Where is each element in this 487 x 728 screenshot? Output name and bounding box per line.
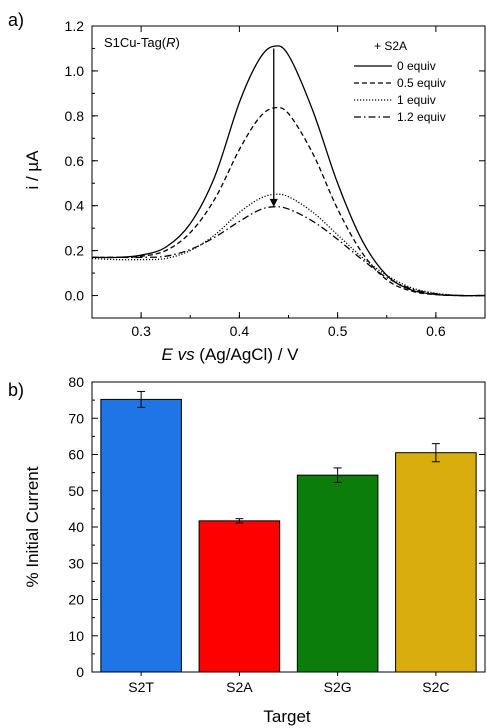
legend-label: 0.5 equiv xyxy=(397,76,446,90)
x-tick-label: S2T xyxy=(128,679,154,695)
y-tick-label: 40 xyxy=(68,519,84,535)
panel-a-x-axis-title: E vs (Ag/AgCl) / V xyxy=(161,345,299,364)
y-tick-label: 0.2 xyxy=(65,243,85,259)
panel-b-x-axis: S2T S2A S2G S2C xyxy=(128,672,449,695)
bar-S2C xyxy=(395,452,477,673)
y-tick-label: 0.6 xyxy=(65,153,85,169)
panel-b-y-axis: 0 10 20 30 40 50 60 70 80 xyxy=(68,374,485,680)
legend-entries: 0 equiv 0.5 equiv 1 equiv 1.2 equiv xyxy=(354,59,446,124)
bar-S2T xyxy=(100,398,182,673)
y-tick-label: 10 xyxy=(68,628,84,644)
y-tick-label: 60 xyxy=(68,447,84,463)
panel-a-annotation: S1Cu-Tag(R) xyxy=(104,35,180,50)
legend-title: + S2A xyxy=(374,39,407,53)
panel-a-y-axis: 0.0 0.2 0.4 0.6 0.8 1.0 1.2 xyxy=(65,18,485,319)
legend-label: 0 equiv xyxy=(397,59,436,73)
bar-S2A xyxy=(198,520,281,673)
x-tick-label: 0.6 xyxy=(426,323,446,339)
panel-a-y-axis-title: i / µA xyxy=(23,150,42,190)
x-tick-label: S2A xyxy=(226,679,253,695)
bar-S2G xyxy=(296,474,379,673)
series-line-1-2-equiv xyxy=(91,206,486,297)
y-tick-label: 50 xyxy=(68,483,84,499)
panel-a: a) 0.3 0.4 0.5 0.6 0.0 0.2 0.4 0.6 0.8 1.0 1.2 S1… xyxy=(8,10,486,364)
panel-a-label: a) xyxy=(8,10,24,30)
y-tick-label: 1.2 xyxy=(65,18,85,34)
y-tick-label: 0.4 xyxy=(65,198,85,214)
x-tick-label: S2G xyxy=(324,679,352,695)
panel-b: b) 0 10 20 30 40 50 60 70 80 S2T S2A S2G S2C Target… xyxy=(8,374,486,726)
panel-a-legend: + S2A 0 equiv 0.5 equiv 1 equiv 1.2 equiv xyxy=(354,39,446,124)
panel-b-y-axis-title: % Initial Current xyxy=(23,466,42,587)
x-tick-label: 0.4 xyxy=(230,323,250,339)
y-tick-label: 70 xyxy=(68,410,84,426)
series-line-1-equiv xyxy=(91,193,486,297)
decrease-arrow xyxy=(269,48,278,207)
legend-label: 1.2 equiv xyxy=(397,110,446,124)
panel-a-x-axis: 0.3 0.4 0.5 0.6 xyxy=(91,26,486,339)
y-tick-label: 0.8 xyxy=(65,108,85,124)
series-line-0-equiv xyxy=(91,45,486,297)
panel-b-plot-area xyxy=(100,390,477,673)
y-tick-label: 1.0 xyxy=(65,63,85,79)
x-tick-label: S2C xyxy=(422,679,449,695)
panel-a-plot-area xyxy=(91,45,486,297)
x-tick-label: 0.3 xyxy=(131,323,151,339)
panel-b-x-axis-title: Target xyxy=(263,707,311,726)
y-tick-label: 80 xyxy=(68,374,84,390)
legend-label: 1 equiv xyxy=(397,93,436,107)
x-tick-label: 0.5 xyxy=(328,323,348,339)
panel-b-label: b) xyxy=(8,380,24,400)
series-line-0-5-equiv xyxy=(91,106,486,297)
y-tick-label: 0 xyxy=(76,664,84,680)
y-tick-label: 20 xyxy=(68,592,84,608)
y-tick-label: 30 xyxy=(68,555,84,571)
arrow-head xyxy=(269,198,278,207)
y-tick-label: 0.0 xyxy=(65,288,85,304)
